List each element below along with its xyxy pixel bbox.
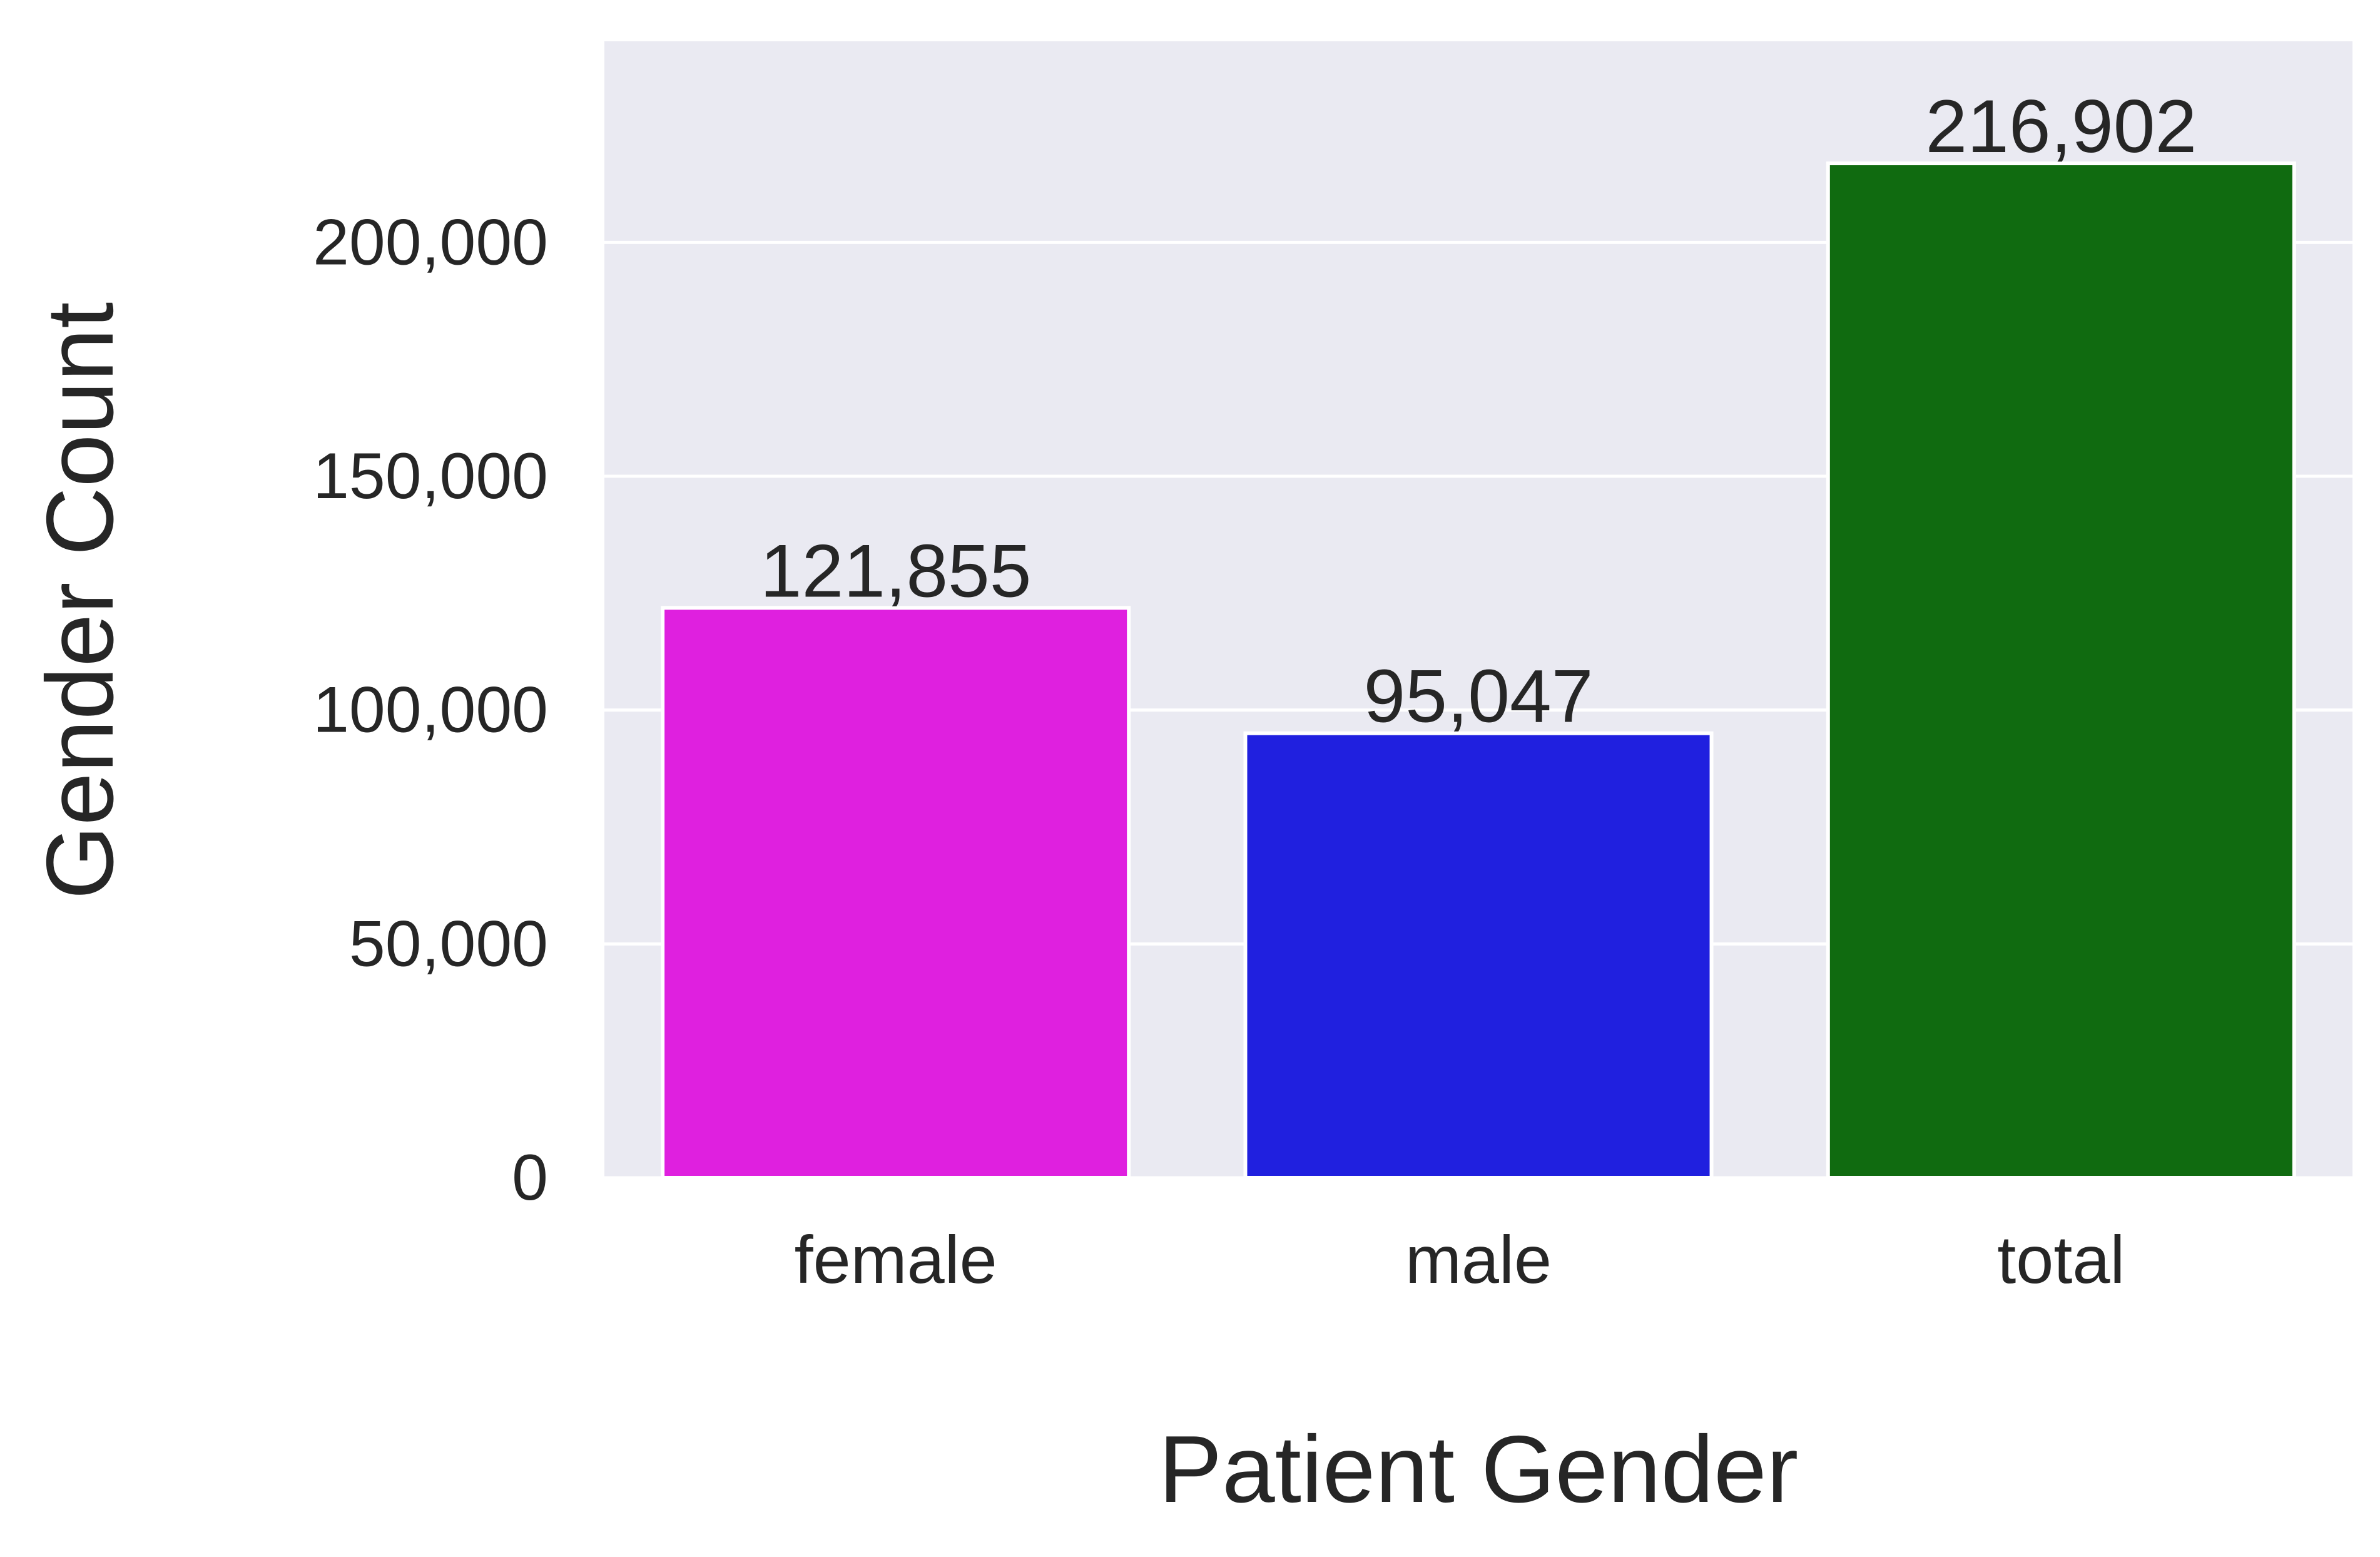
data-label-female: 121,855 (760, 529, 1032, 613)
bar-total (1826, 161, 2296, 1180)
y-tick-label: 200,000 (313, 206, 548, 278)
x-axis-label: Patient Gender (1159, 1416, 1798, 1523)
y-tick-label: 0 (512, 1141, 548, 1214)
data-label-total: 216,902 (1925, 84, 2197, 168)
y-tick-label: 100,000 (313, 674, 548, 747)
x-tick-label-male: male (1405, 1222, 1552, 1297)
x-tick-labels: female male total (795, 1222, 2125, 1297)
y-axis-label: Gender Count (27, 302, 133, 900)
x-tick-label-total: total (1997, 1222, 2125, 1297)
bars (661, 161, 2296, 1180)
y-tick-labels: 0 50,000 100,000 150,000 200,000 (313, 206, 548, 1214)
data-labels: 121,855 95,047 216,902 (760, 84, 2197, 738)
y-tick-label: 50,000 (349, 907, 548, 980)
bar-female (661, 606, 1131, 1180)
y-tick-label: 150,000 (313, 440, 548, 513)
x-tick-label-female: female (795, 1222, 997, 1297)
data-label-male: 95,047 (1363, 655, 1593, 738)
bar-male (1243, 731, 1714, 1180)
